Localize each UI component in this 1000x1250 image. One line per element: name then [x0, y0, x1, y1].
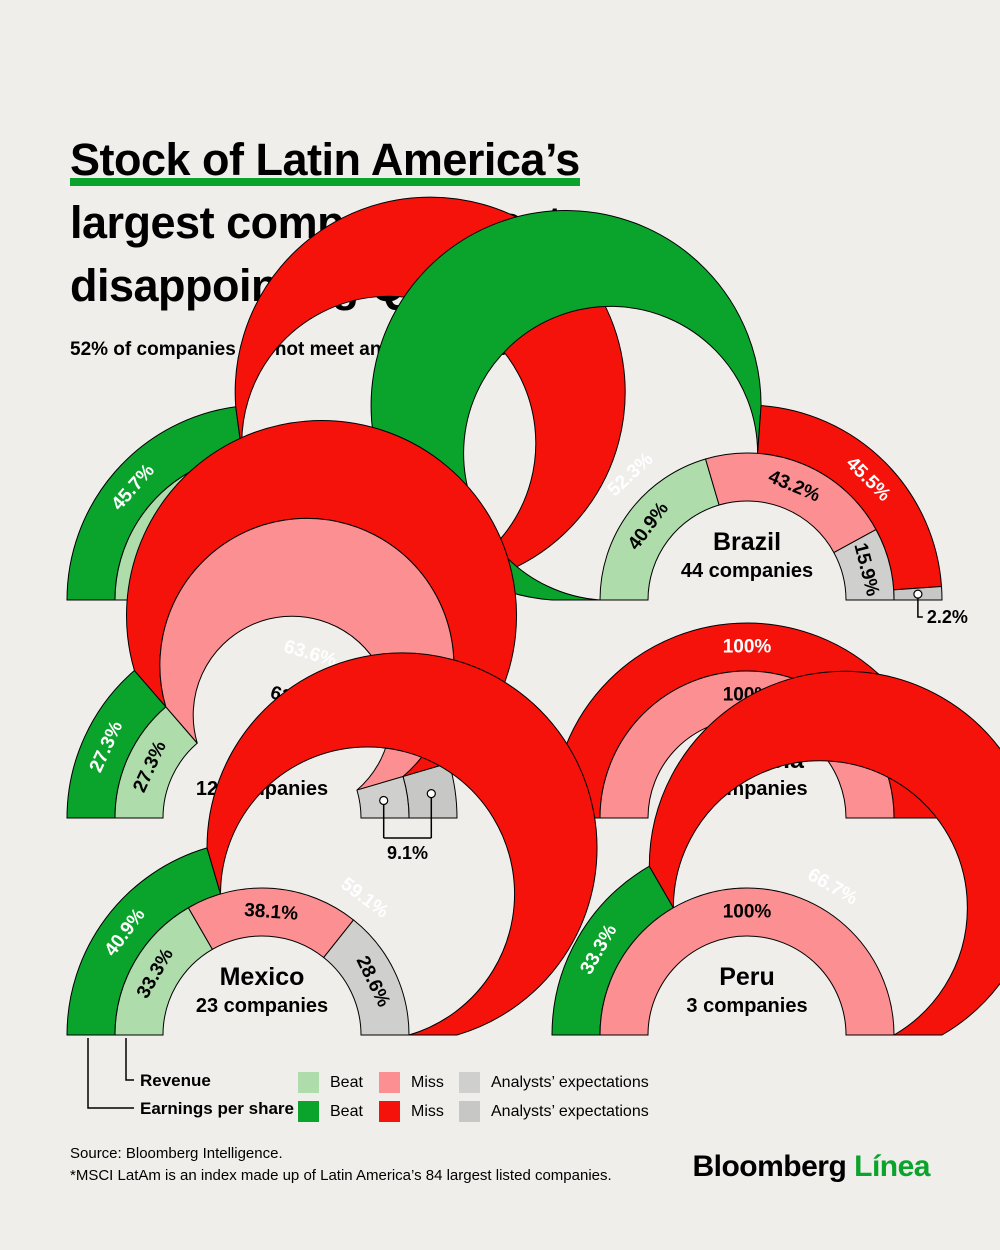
callout-marker — [913, 589, 923, 599]
chart-companies: 44 companies — [681, 560, 813, 582]
revenue-expect-segment — [322, 919, 410, 1036]
eps-expectations-swatch — [459, 1101, 480, 1122]
legend-item: Beat — [298, 1072, 379, 1093]
index-note: *MSCI LatAm is an index made up of Latin… — [70, 1167, 612, 1184]
eps-beat-swatch — [298, 1101, 319, 1122]
eps-miss-segment — [648, 670, 1000, 1036]
logo-linea: Línea — [854, 1150, 930, 1183]
legend-item: Miss — [379, 1072, 459, 1093]
legend-item: Miss — [379, 1101, 459, 1122]
legend-row-revenue: Beat Miss Analysts’ expectations — [298, 1068, 649, 1097]
eps-miss-swatch — [379, 1101, 400, 1122]
segment-label: 38.1% — [243, 900, 298, 925]
revenue-miss-segment — [599, 887, 895, 1036]
legend: Beat Miss Analysts’ expectations Beat Mi… — [298, 1068, 649, 1126]
legend-item: Analysts’ expectations — [459, 1101, 649, 1122]
chart-peru: 33.3% 66.7% 100% Peru 3 companies — [537, 670, 1000, 1095]
segment-label: 100% — [723, 637, 772, 658]
chart-name: Brazil — [713, 528, 781, 556]
callout-marker — [426, 789, 436, 799]
eps-annotation-label: Earnings per share — [140, 1099, 294, 1118]
chart-mexico: 40.9% 59.1% 33.3% 38.1% 28.6% Mexico 23 compan… — [52, 652, 598, 1095]
callout-label: 2.2% — [927, 607, 968, 627]
source-note: Source: Bloomberg Intelligence. — [70, 1145, 283, 1162]
callout-marker — [379, 795, 389, 806]
revenue-beat-swatch — [298, 1072, 319, 1093]
legend-label: Analysts’ expectations — [491, 1073, 649, 1091]
chart-companies: 3 companies — [686, 995, 807, 1017]
bloomberg-linea-logo: Bloomberg Línea — [692, 1150, 930, 1184]
footer: Source: Bloomberg Intelligence. *MSCI La… — [70, 1143, 612, 1187]
logo-bloomberg: Bloomberg — [692, 1150, 847, 1183]
chart-name: Peru — [719, 963, 775, 991]
title-line-1: Stock of Latin America’s — [70, 134, 580, 186]
chart-name: Mexico — [220, 963, 305, 991]
annotation-line-revenue — [125, 1038, 134, 1081]
segment-label: 100% — [723, 902, 772, 923]
revenue-annotation-label: Revenue — [140, 1071, 211, 1090]
legend-label: Beat — [330, 1073, 363, 1091]
legend-label: Miss — [411, 1102, 444, 1120]
legend-label: Beat — [330, 1102, 363, 1120]
segment-label: 66.7% — [804, 864, 861, 909]
revenue-expect-segment — [833, 528, 895, 601]
annotation-line-eps — [87, 1038, 134, 1109]
callout-label: 9.1% — [387, 843, 428, 863]
eps-miss-segment — [206, 652, 598, 1036]
chart-companies: 23 companies — [196, 995, 328, 1017]
ring-annotation: Revenue Earnings per share — [87, 1038, 294, 1118]
legend-item: Analysts’ expectations — [459, 1072, 649, 1093]
legend-label: Analysts’ expectations — [491, 1102, 649, 1120]
callout-line — [917, 598, 923, 618]
revenue-miss-swatch — [379, 1072, 400, 1093]
legend-item: Beat — [298, 1101, 379, 1122]
legend-row-eps: Beat Miss Analysts’ expectations — [298, 1097, 649, 1126]
revenue-expectations-swatch — [459, 1072, 480, 1093]
legend-label: Miss — [411, 1073, 444, 1091]
